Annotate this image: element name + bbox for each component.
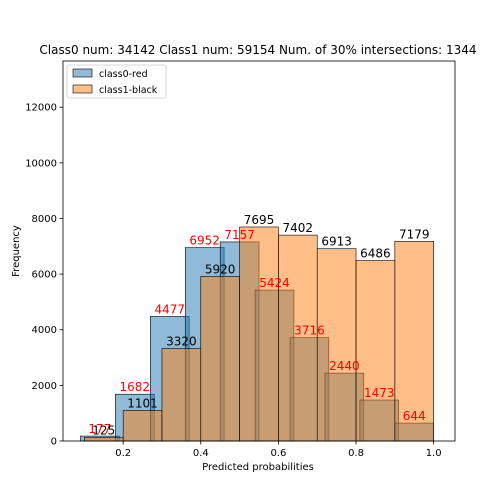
- value-label-class0-6: 3716: [294, 324, 325, 338]
- value-label-class1-3: 5920: [205, 262, 236, 276]
- bar-class1-1: [122, 410, 163, 442]
- bar-class1-3: [200, 276, 240, 442]
- legend-label-class0: class0-red: [99, 69, 148, 80]
- x-axis-label: Predicted probabilities: [202, 462, 314, 473]
- value-label-class1-1: 1101: [127, 396, 158, 410]
- value-label-class0-3: 6952: [189, 234, 220, 248]
- value-label-class1-4: 7695: [244, 213, 275, 227]
- bar-class1-5: [278, 234, 318, 442]
- x-tick-label: 0.8: [348, 448, 364, 459]
- bar-class1-4: [239, 226, 279, 442]
- legend: class0-red class1-black: [66, 64, 167, 99]
- bar-class1-8: [394, 241, 434, 442]
- y-tick-label: 12000: [25, 103, 57, 114]
- legend-swatch-class1: [72, 84, 93, 94]
- plot-frame: [62, 60, 456, 442]
- legend-swatch-class0: [72, 68, 93, 78]
- value-label-class1-2: 3320: [166, 335, 197, 349]
- chart-title: Class0 num: 34142 Class1 num: 59154 Num.…: [39, 43, 476, 57]
- value-label-class0-4: 7157: [224, 228, 255, 242]
- y-axis-label: Frequency: [11, 225, 22, 277]
- bar-class1-7: [355, 260, 396, 442]
- value-label-class0-0: 177: [88, 422, 111, 436]
- bars-layer: [80, 226, 434, 442]
- value-label-class1-6: 6913: [321, 235, 352, 249]
- y-tick-label: 2000: [32, 381, 57, 392]
- y-tick-label: 8000: [32, 214, 57, 225]
- bar-class1-6: [316, 248, 357, 442]
- value-label-class1-0: 125: [92, 424, 115, 438]
- x-axis: 0.2 0.4 0.6 0.8 1.0: [115, 441, 442, 459]
- y-tick-label: 10000: [25, 158, 57, 169]
- value-label-class1-8: 7179: [399, 227, 430, 241]
- bar-class1-2: [161, 348, 202, 442]
- value-label-class1-7: 6486: [360, 247, 391, 261]
- x-tick-label: 0.2: [115, 448, 131, 459]
- y-axis: 0 2000 4000 6000 8000 10000 12000: [25, 103, 63, 448]
- value-label-class0-1: 1682: [120, 380, 151, 394]
- y-tick-label: 0: [51, 437, 57, 448]
- y-tick-label: 6000: [32, 270, 57, 281]
- bar-class1-0: [84, 437, 124, 442]
- x-tick-label: 0.4: [193, 448, 209, 459]
- value-label-class0-7: 2440: [329, 359, 360, 373]
- x-tick-label: 0.6: [270, 448, 286, 459]
- value-labels-layer: 177 1682 4477 6952 7157 5424 3716 2440 1473 644 12…: [88, 213, 429, 438]
- x-tick-label: 1.0: [426, 448, 442, 459]
- y-tick-label: 4000: [32, 325, 57, 336]
- value-label-class0-2: 4477: [154, 302, 185, 316]
- legend-label-class1: class1-black: [99, 85, 158, 96]
- value-label-class0-9: 644: [403, 409, 426, 423]
- value-label-class1-5: 7402: [283, 221, 314, 235]
- value-label-class0-8: 1473: [364, 386, 395, 400]
- value-label-class0-5: 5424: [259, 276, 290, 290]
